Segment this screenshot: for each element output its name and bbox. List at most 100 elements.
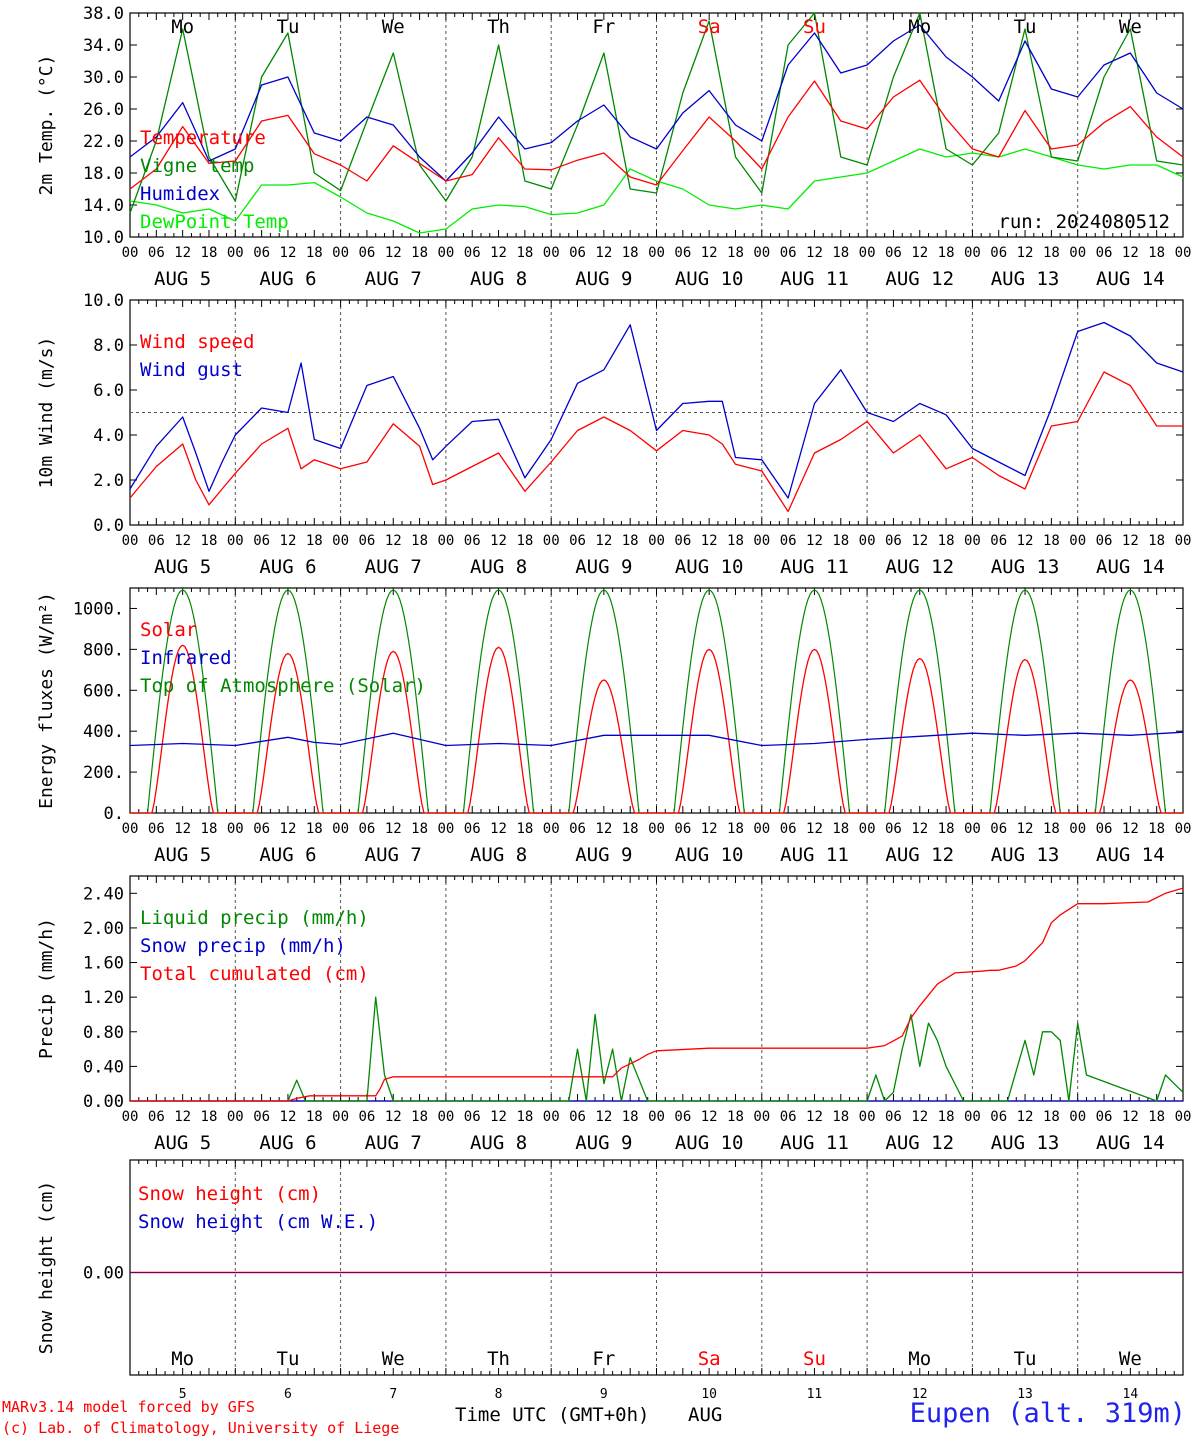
day-number-label: 7 xyxy=(389,1387,397,1402)
legend-entry: Top of Atmosphere (Solar) xyxy=(140,675,426,697)
hour-tick-label: 18 xyxy=(306,533,323,549)
hour-tick-label: 18 xyxy=(1148,1109,1165,1125)
hour-tick-label: 06 xyxy=(990,533,1007,549)
date-label: AUG 11 xyxy=(780,268,849,290)
date-label: AUG 9 xyxy=(575,844,632,866)
date-label: AUG 14 xyxy=(1096,1132,1165,1154)
y-tick-label: 26.0 xyxy=(83,100,124,120)
legend-entry: Total cumulated (cm) xyxy=(140,963,369,985)
weekday-label: We xyxy=(382,16,405,38)
day-number-label: 14 xyxy=(1123,1387,1139,1402)
legend-entry: Wind speed xyxy=(140,331,254,353)
hour-tick-label: 06 xyxy=(148,1109,165,1125)
hour-tick-label: 12 xyxy=(280,245,297,261)
weekday-label: Tu xyxy=(1014,1348,1037,1370)
series-line xyxy=(130,887,1184,1102)
weekday-label: Fr xyxy=(592,1348,615,1370)
date-label: AUG 12 xyxy=(885,1132,954,1154)
panel-frame xyxy=(129,587,1184,814)
hour-tick-label: 06 xyxy=(780,245,797,261)
hour-tick-label: 18 xyxy=(306,245,323,261)
hour-tick-label: 18 xyxy=(1148,245,1165,261)
date-label: AUG 8 xyxy=(470,844,527,866)
hour-tick-label: 00 xyxy=(648,1109,665,1125)
hour-tick-label: 12 xyxy=(385,821,402,837)
date-label: AUG 7 xyxy=(365,844,422,866)
hour-tick-label: 00 xyxy=(437,821,454,837)
series-line xyxy=(129,148,1184,234)
hour-tick-label: 06 xyxy=(780,533,797,549)
day-number-label: 5 xyxy=(179,1387,187,1402)
weekday-label: Sa xyxy=(698,1348,721,1370)
hour-tick-label: 12 xyxy=(806,821,823,837)
date-label: AUG 6 xyxy=(259,1132,316,1154)
y-axis-title: Energy fluxes (W/m²) xyxy=(36,592,57,809)
series-line xyxy=(130,644,1183,814)
hour-tick-label: 18 xyxy=(516,821,533,837)
hour-tick-label: 12 xyxy=(1122,821,1139,837)
hour-tick-label: 00 xyxy=(437,533,454,549)
hour-tick-label: 00 xyxy=(1069,1109,1086,1125)
hour-tick-label: 12 xyxy=(1122,245,1139,261)
hour-tick-label: 00 xyxy=(332,245,349,261)
hour-tick-label: 18 xyxy=(201,1109,218,1125)
legend-entry: DewPoint Temp xyxy=(140,211,289,233)
hour-tick-label: 18 xyxy=(938,1109,955,1125)
hour-tick-label: 00 xyxy=(753,821,770,837)
hour-tick-label: 00 xyxy=(227,245,244,261)
hour-tick-label: 12 xyxy=(806,533,823,549)
day-number-label: 6 xyxy=(284,1387,292,1402)
hour-tick-label: 06 xyxy=(464,1109,481,1125)
hour-tick-label: 00 xyxy=(332,1109,349,1125)
hour-tick-label: 00 xyxy=(859,1109,876,1125)
hour-tick-label: 06 xyxy=(780,821,797,837)
hour-tick-label: 00 xyxy=(648,245,665,261)
hour-tick-label: 12 xyxy=(701,1109,718,1125)
y-tick-label: 1.20 xyxy=(83,988,124,1008)
panel-wind: 0.0 2.0 4.0 6.0 8.0 10.0 10m Wind (m/s) Wind sp… xyxy=(36,291,1191,578)
y-tick-label: 14.0 xyxy=(83,196,124,216)
day-number-label: 8 xyxy=(495,1387,503,1402)
series-line xyxy=(129,321,1184,499)
hour-tick-label: 18 xyxy=(411,1109,428,1125)
hour-tick-label: 12 xyxy=(911,245,928,261)
hour-tick-label: 00 xyxy=(859,245,876,261)
hour-tick-label: 18 xyxy=(1043,245,1060,261)
hour-tick-label: 12 xyxy=(1017,245,1034,261)
hour-tick-label: 00 xyxy=(964,821,981,837)
hour-tick-label: 12 xyxy=(385,1109,402,1125)
y-tick-label: 10.0 xyxy=(83,291,124,311)
hour-tick-label: 00 xyxy=(122,1109,139,1125)
y-tick-label: 8.0 xyxy=(93,336,124,356)
legend-entry: Snow height (cm) xyxy=(138,1183,321,1205)
legend-entry: Liquid precip (mm/h) xyxy=(140,907,369,929)
date-label: AUG 11 xyxy=(780,1132,849,1154)
hour-tick-label: 12 xyxy=(1122,1109,1139,1125)
hour-tick-label: 06 xyxy=(990,821,1007,837)
hour-tick-label: 06 xyxy=(674,1109,691,1125)
day-number-label: 9 xyxy=(600,1387,608,1402)
hour-tick-label: 00 xyxy=(1175,533,1192,549)
y-tick-label: 34.0 xyxy=(83,36,124,56)
hour-tick-label: 00 xyxy=(437,245,454,261)
hour-tick-label: 12 xyxy=(595,821,612,837)
date-label: AUG 9 xyxy=(575,268,632,290)
day-number-label: 13 xyxy=(1017,1387,1033,1402)
hour-tick-label: 18 xyxy=(516,245,533,261)
date-label: AUG 10 xyxy=(675,1132,744,1154)
hour-tick-label: 06 xyxy=(1096,533,1113,549)
y-tick-label: 18.0 xyxy=(83,164,124,184)
hour-tick-label: 06 xyxy=(464,821,481,837)
hour-tick-label: 00 xyxy=(332,821,349,837)
hour-tick-label: 06 xyxy=(253,245,270,261)
hour-tick-label: 00 xyxy=(1069,533,1086,549)
hour-tick-label: 00 xyxy=(227,1109,244,1125)
hour-tick-label: 18 xyxy=(306,1109,323,1125)
y-tick-label: 0.00 xyxy=(83,1264,124,1284)
y-axis-title: Snow height (cm) xyxy=(36,1181,57,1354)
hour-tick-label: 18 xyxy=(201,821,218,837)
date-label: AUG 13 xyxy=(991,1132,1060,1154)
y-tick-label: 6.0 xyxy=(93,381,124,401)
hour-tick-label: 00 xyxy=(964,1109,981,1125)
date-label: AUG 5 xyxy=(154,1132,211,1154)
